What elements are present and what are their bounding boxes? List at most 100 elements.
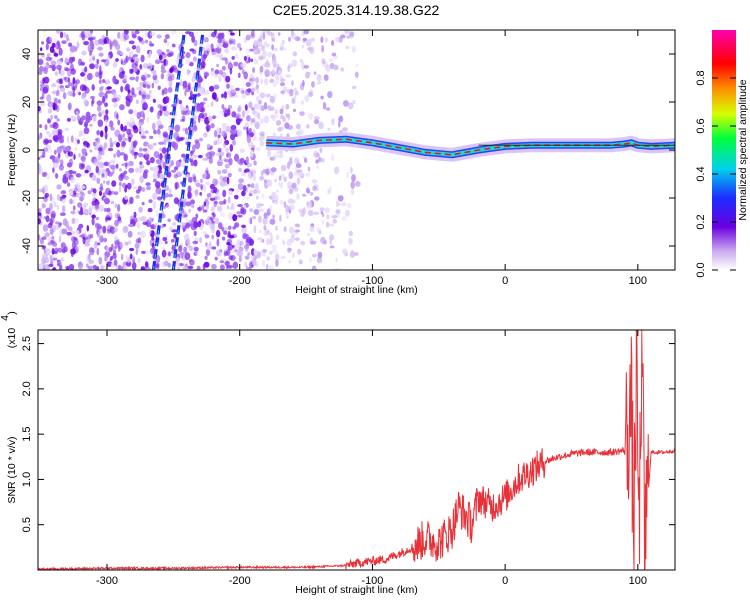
noise-blob bbox=[203, 112, 208, 118]
noise-blob bbox=[68, 42, 73, 47]
noise-blob bbox=[249, 127, 252, 133]
noise-blob bbox=[157, 196, 163, 201]
noise-blob bbox=[55, 30, 61, 34]
noise-blob bbox=[149, 156, 155, 164]
noise-blob bbox=[271, 61, 275, 65]
noise-blob bbox=[69, 51, 73, 57]
noise-blob bbox=[88, 253, 91, 261]
snr-plot-area bbox=[38, 330, 675, 570]
noise-blob bbox=[238, 255, 242, 263]
noise-blob bbox=[105, 187, 111, 196]
noise-blob bbox=[59, 78, 63, 85]
noise-blob bbox=[309, 46, 315, 54]
noise-blob bbox=[229, 144, 234, 152]
noise-blob bbox=[64, 127, 69, 132]
noise-blob bbox=[146, 185, 151, 191]
noise-blob bbox=[338, 116, 344, 123]
noise-blob bbox=[106, 86, 112, 90]
noise-blob bbox=[189, 259, 195, 266]
noise-blob bbox=[92, 188, 97, 194]
noise-blob bbox=[135, 75, 140, 80]
noise-blob bbox=[56, 64, 62, 71]
noise-blob bbox=[179, 159, 182, 163]
noise-blob bbox=[267, 232, 273, 236]
noise-blob bbox=[242, 233, 248, 240]
noise-blob bbox=[104, 92, 108, 99]
noise-blob bbox=[312, 185, 317, 192]
noise-blob bbox=[343, 100, 349, 107]
noise-blob bbox=[65, 220, 69, 228]
noise-blob bbox=[114, 246, 117, 250]
noise-blob bbox=[275, 234, 280, 240]
noise-blob bbox=[223, 199, 227, 205]
noise-blob bbox=[173, 166, 179, 171]
noise-blob bbox=[133, 65, 138, 72]
noise-blob bbox=[83, 41, 89, 46]
noise-blob bbox=[122, 133, 125, 138]
noise-blob bbox=[225, 75, 231, 83]
noise-blob bbox=[142, 266, 147, 270]
noise-blob bbox=[272, 249, 278, 254]
noise-blob bbox=[217, 38, 222, 44]
noise-blob bbox=[285, 113, 290, 118]
noise-blob bbox=[92, 114, 97, 121]
noise-blob bbox=[91, 99, 94, 107]
noise-blob bbox=[249, 48, 255, 52]
noise-blob bbox=[331, 40, 335, 46]
noise-blob bbox=[270, 32, 275, 37]
noise-blob bbox=[312, 150, 319, 159]
noise-blob bbox=[227, 230, 231, 236]
noise-blob bbox=[39, 83, 46, 88]
noise-blob bbox=[58, 99, 61, 104]
noise-blob bbox=[239, 148, 245, 153]
noise-blob bbox=[232, 261, 239, 269]
noise-blob bbox=[249, 132, 254, 138]
noise-blob bbox=[101, 151, 105, 156]
noise-blob bbox=[190, 160, 194, 167]
noise-blob bbox=[81, 185, 86, 190]
noise-blob bbox=[49, 227, 54, 236]
noise-blob bbox=[59, 87, 66, 93]
noise-blob bbox=[137, 152, 144, 158]
noise-blob bbox=[105, 78, 110, 85]
noise-blob bbox=[305, 187, 310, 194]
noise-blob bbox=[147, 62, 153, 71]
noise-blob bbox=[260, 170, 264, 177]
noise-blob bbox=[48, 133, 53, 138]
noise-blob bbox=[269, 205, 272, 213]
noise-blob bbox=[224, 163, 230, 169]
diagonal-streak-core bbox=[152, 34, 185, 270]
noise-blob bbox=[164, 240, 168, 245]
noise-blob bbox=[266, 237, 270, 246]
noise-blob bbox=[251, 144, 256, 148]
noise-blob bbox=[228, 157, 233, 166]
noise-blob bbox=[158, 170, 163, 174]
noise-blob bbox=[91, 193, 97, 197]
noise-blob bbox=[149, 31, 156, 37]
noise-blob bbox=[347, 102, 354, 110]
noise-blob bbox=[240, 206, 245, 214]
noise-blob bbox=[141, 94, 146, 100]
noise-blob bbox=[206, 244, 210, 250]
noise-blob bbox=[275, 259, 279, 267]
noise-blob bbox=[86, 225, 90, 232]
noise-blob bbox=[73, 187, 78, 192]
noise-blob bbox=[144, 39, 149, 44]
noise-blob bbox=[294, 223, 300, 228]
noise-blob bbox=[319, 207, 325, 212]
noise-blob bbox=[117, 31, 121, 39]
noise-blob bbox=[280, 255, 286, 260]
noise-blob bbox=[256, 195, 259, 200]
noise-blob bbox=[81, 50, 87, 56]
noise-blob bbox=[82, 149, 86, 156]
noise-blob bbox=[323, 240, 328, 245]
noise-blob bbox=[163, 110, 170, 117]
noise-blob bbox=[208, 157, 213, 164]
noise-blob bbox=[189, 90, 193, 98]
noise-blob bbox=[291, 31, 295, 40]
noise-blob bbox=[99, 110, 105, 115]
noise-blob bbox=[45, 248, 51, 256]
noise-blob bbox=[241, 172, 246, 177]
noise-blob bbox=[91, 176, 94, 180]
